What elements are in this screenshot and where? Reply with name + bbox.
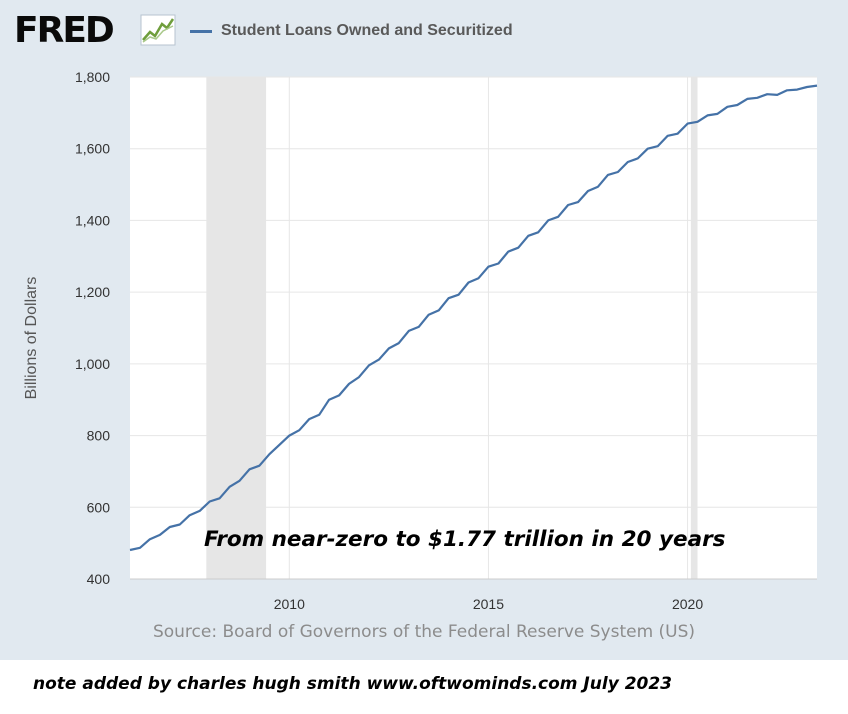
y-tick-label: 1,000 xyxy=(75,356,110,372)
y-tick-label: 1,600 xyxy=(75,141,110,157)
source-text: Source: Board of Governors of the Federa… xyxy=(152,622,696,642)
x-axis-ticks: 2010 2015 2020 xyxy=(274,596,704,612)
y-axis-ticks: 400 600 800 1,000 1,200 1,400 1,600 1,800 xyxy=(75,69,110,587)
y-tick-label: 1,200 xyxy=(75,284,110,300)
y-tick-label: 1,400 xyxy=(75,212,110,228)
legend-swatch xyxy=(190,29,212,33)
series-line-student-loans[interactable] xyxy=(129,84,818,552)
y-tick-label: 600 xyxy=(87,499,111,515)
y-tick-label: 400 xyxy=(87,571,111,587)
line-graph-icon xyxy=(140,14,176,46)
legend-label: Student Loans Owned and Securitized xyxy=(221,22,513,39)
y-axis-label: Billions of Dollars xyxy=(23,277,40,400)
chart-legend[interactable]: Student Loans Owned and Securitized xyxy=(190,19,513,43)
gridlines xyxy=(130,76,817,579)
recession-bands xyxy=(206,77,698,579)
fred-logo[interactable]: FRED xyxy=(14,10,115,51)
author-note: note added by charles hugh smith www.oft… xyxy=(33,674,673,694)
x-tick-label: 2015 xyxy=(473,596,504,612)
recession-band-2 xyxy=(690,77,698,579)
x-tick-label: 2020 xyxy=(672,596,703,612)
y-tick-label: 800 xyxy=(87,428,111,444)
chart-annotation: From near-zero to $1.77 trillion in 20 y… xyxy=(204,527,726,552)
recession-band-1 xyxy=(206,77,267,579)
x-tick-label: 2010 xyxy=(274,596,305,612)
y-tick-label: 1,800 xyxy=(75,69,110,85)
